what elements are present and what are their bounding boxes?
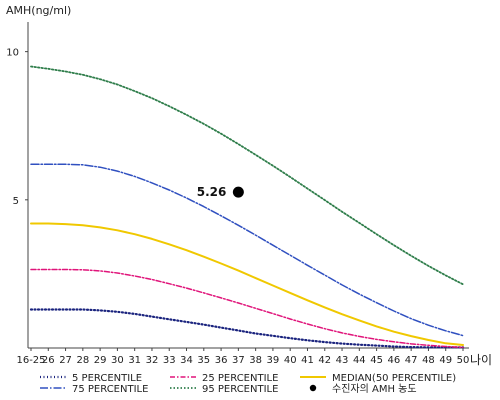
- x-tick-label: 46: [388, 355, 401, 366]
- x-tick-label: 42: [318, 355, 331, 366]
- x-tick-label: 32: [146, 355, 159, 366]
- x-axis-title: 나이: [470, 353, 492, 367]
- x-tick-label: 49: [439, 355, 452, 366]
- series-line-25-percentile: [30, 268, 464, 349]
- patient-marker: 5.26: [197, 185, 244, 199]
- legend: 5 PERCENTILE 25 PERCENTILE MEDIAN(50 PERCE…: [40, 373, 456, 395]
- legend-label: MEDIAN(50 PERCENTILE): [332, 373, 456, 384]
- x-tick-label: 29: [94, 355, 107, 366]
- y-axis-title: AMH(ng/ml): [6, 4, 71, 17]
- legend-label: 25 PERCENTILE: [202, 373, 278, 384]
- x-tick-label: 43: [336, 355, 349, 366]
- series-line-95-percentile: [30, 65, 464, 286]
- x-tick-label: 34: [180, 355, 193, 366]
- x-tick-label: 40: [284, 355, 297, 366]
- series-line-75-percentile: [30, 163, 464, 337]
- patient-amh-point: [232, 186, 244, 198]
- legend-label: 95 PERCENTILE: [202, 384, 278, 395]
- x-tick-label: 31: [128, 355, 141, 366]
- x-tick-label: 37: [232, 355, 245, 366]
- x-tick-label: 36: [215, 355, 228, 366]
- x-tick-label: 33: [163, 355, 176, 366]
- x-tick-label: 38: [249, 355, 262, 366]
- x-tick-label: 48: [422, 355, 435, 366]
- x-tick-label: 16-25: [16, 355, 45, 366]
- y-ticks: 10 5: [6, 48, 28, 207]
- x-tick-label: 26: [42, 355, 55, 366]
- legend-label: 수진자의 AMH 농도: [332, 383, 417, 395]
- x-tick-label: 50: [457, 355, 470, 366]
- series-line-median-50-percentile: [30, 222, 464, 346]
- x-tick-label: 44: [353, 355, 366, 366]
- legend-label: 75 PERCENTILE: [72, 384, 148, 395]
- series-lines: [29, 65, 465, 349]
- x-tick-label: 35: [197, 355, 210, 366]
- x-tick-label: 39: [267, 355, 280, 366]
- x-tick-label: 28: [76, 355, 89, 366]
- series-line-5-percentile: [29, 308, 465, 349]
- legend-label: 5 PERCENTILE: [72, 373, 142, 384]
- patient-amh-value-label: 5.26: [197, 185, 227, 199]
- axes: AMH(ng/ml) 나이: [6, 4, 492, 367]
- y-tick-label: 5: [13, 196, 19, 207]
- y-tick-label: 10: [6, 48, 19, 59]
- x-tick-label: 30: [111, 355, 124, 366]
- x-tick-label: 45: [370, 355, 383, 366]
- x-tick-label: 41: [301, 355, 314, 366]
- legend-marker-dot: [309, 384, 317, 392]
- x-tick-label: 27: [59, 355, 72, 366]
- x-tick-label: 47: [405, 355, 418, 366]
